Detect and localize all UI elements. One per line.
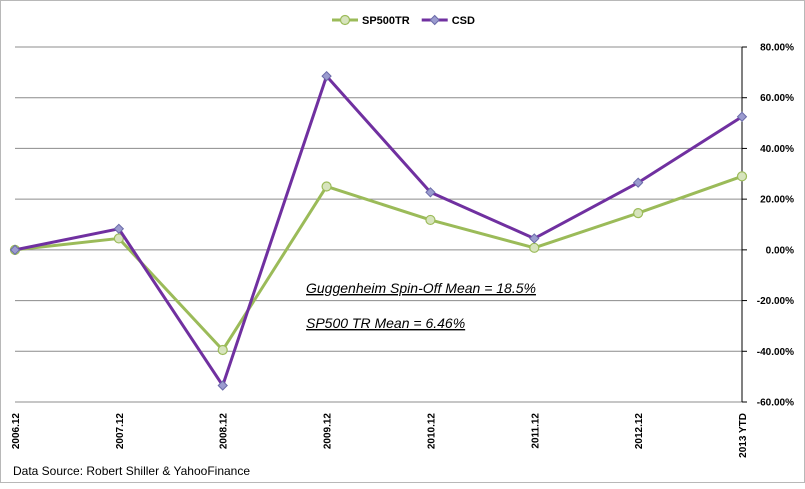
axes xyxy=(741,46,747,403)
annotation-spinoff-mean: Guggenheim Spin-Off Mean = 18.5% xyxy=(306,280,536,296)
x-tick-label: 2012.12 xyxy=(634,413,645,450)
data-source-note: Data Source: Robert Shiller & YahooFinan… xyxy=(13,464,250,478)
y-tick-label: 20.00% xyxy=(760,195,794,206)
y-tick-label: -20.00% xyxy=(757,296,794,307)
y-tick-label: 60.00% xyxy=(760,93,794,104)
x-tick-label: 2007.12 xyxy=(115,413,126,450)
data-point-csd xyxy=(321,70,332,82)
data-point-csd xyxy=(9,244,21,256)
legend-label-sp500tr: SP500TR xyxy=(362,15,410,27)
y-tick-label: 40.00% xyxy=(760,144,794,155)
annotation-sp500-mean: SP500 TR Mean = 6.46% xyxy=(306,315,465,331)
x-tick-label: 2008.12 xyxy=(219,413,230,450)
data-point-sp500tr xyxy=(736,171,748,182)
x-tick-label: 2009.12 xyxy=(323,413,334,450)
grid-lines xyxy=(15,46,742,403)
data-point-sp500tr xyxy=(321,181,332,192)
legend-marker-sp500tr xyxy=(339,14,351,26)
data-point-csd xyxy=(425,187,436,198)
x-tick-label: 2006.12 xyxy=(11,413,22,450)
y-tick-label: -60.00% xyxy=(757,398,794,409)
legend-marker-csd xyxy=(429,14,440,26)
legend: SP500TR CSD xyxy=(332,14,475,27)
legend-label-csd: CSD xyxy=(452,15,475,27)
data-point-sp500tr xyxy=(217,344,228,356)
y-tick-label: 0.00% xyxy=(766,245,794,256)
y-tick-label: -40.00% xyxy=(757,347,794,358)
x-tick-label: 2011.12 xyxy=(530,413,541,449)
data-point-csd xyxy=(113,223,125,235)
data-point-sp500tr xyxy=(425,214,436,226)
data-point-csd xyxy=(736,111,748,122)
data-point-sp500tr xyxy=(529,242,540,253)
x-tick-label: 2010.12 xyxy=(426,413,437,450)
x-tick-labels: 2006.12 2007.12 2008.12 2009.12 2010.12 2011.… xyxy=(11,413,749,458)
y-tick-label: 80.00% xyxy=(760,43,794,54)
data-point-csd xyxy=(217,380,228,391)
y-tick-labels: 80.00% 60.00% 40.00% 20.00% 0.00% -20.00% -40.… xyxy=(757,43,794,409)
series-lines xyxy=(9,70,748,391)
data-point-csd xyxy=(529,233,540,244)
series-line-csd xyxy=(14,74,743,388)
data-point-csd xyxy=(632,177,644,188)
data-point-sp500tr xyxy=(633,207,644,219)
x-tick-label: 2013 YTD xyxy=(738,413,749,458)
